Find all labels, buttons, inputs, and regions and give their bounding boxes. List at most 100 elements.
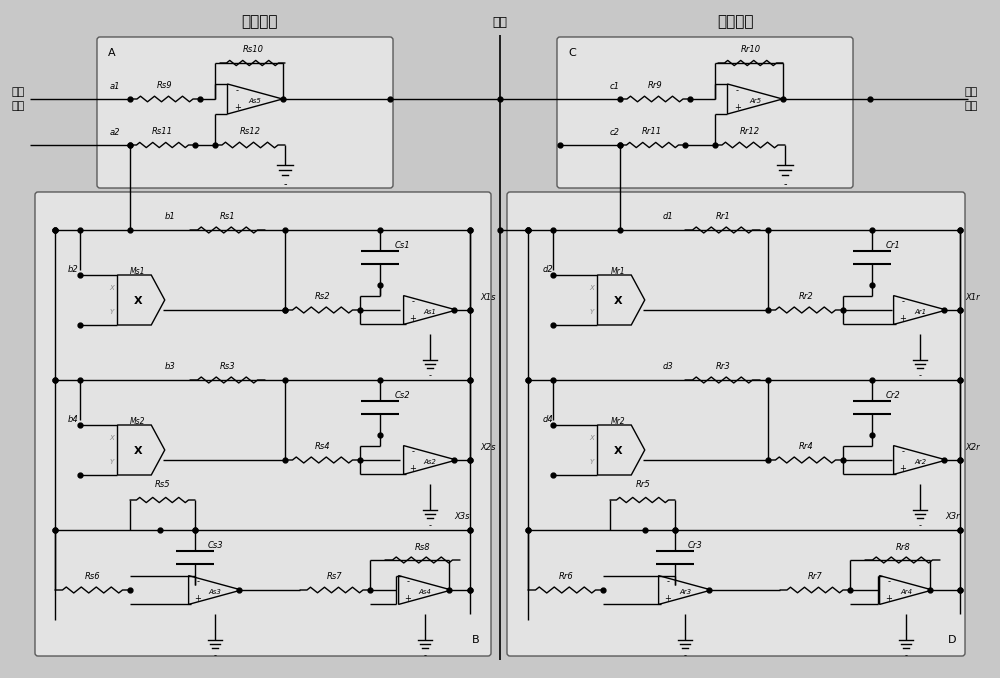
Text: -: - <box>901 298 904 306</box>
Text: -: - <box>901 447 904 456</box>
Text: -: - <box>684 651 686 660</box>
Text: As4: As4 <box>419 589 431 595</box>
Text: -: - <box>918 521 922 530</box>
Text: -: - <box>887 578 890 586</box>
Text: +: + <box>234 103 241 112</box>
Text: d2: d2 <box>543 265 554 274</box>
FancyBboxPatch shape <box>97 37 393 188</box>
Text: Rs12: Rs12 <box>240 127 260 136</box>
Text: Rs6: Rs6 <box>85 572 101 581</box>
Text: -: - <box>283 179 287 189</box>
Text: b4: b4 <box>68 415 79 424</box>
Text: +: + <box>409 464 416 473</box>
Text: b1: b1 <box>165 212 175 221</box>
Text: Cs3: Cs3 <box>208 541 224 550</box>
Text: B: B <box>472 635 480 645</box>
Text: X3r: X3r <box>945 512 960 521</box>
Text: -: - <box>411 298 414 306</box>
Text: -: - <box>736 86 739 95</box>
Text: Ar3: Ar3 <box>679 589 691 595</box>
Text: +: + <box>404 593 411 603</box>
Text: X: X <box>110 285 114 290</box>
Text: 发送: 发送 <box>11 87 25 97</box>
Text: +: + <box>899 464 906 473</box>
Text: X2s: X2s <box>480 443 496 452</box>
Text: C: C <box>568 48 576 58</box>
Text: Cr3: Cr3 <box>688 541 703 550</box>
Text: Rs10: Rs10 <box>242 45 264 54</box>
Text: 接收: 接收 <box>965 87 978 97</box>
Text: X: X <box>590 285 594 290</box>
Text: -: - <box>666 578 669 586</box>
Text: -: - <box>918 371 922 380</box>
Text: Rs3: Rs3 <box>220 362 236 371</box>
Text: Rr4: Rr4 <box>799 442 813 451</box>
Text: Ar4: Ar4 <box>900 589 912 595</box>
Text: 发送系统: 发送系统 <box>242 14 278 30</box>
Text: Rr1: Rr1 <box>716 212 730 221</box>
Text: +: + <box>194 593 201 603</box>
Text: -: - <box>196 578 199 586</box>
FancyBboxPatch shape <box>35 192 491 656</box>
Text: As3: As3 <box>209 589 221 595</box>
Text: Ar2: Ar2 <box>914 459 926 465</box>
Text: Mr1: Mr1 <box>610 266 625 276</box>
Text: Cs1: Cs1 <box>395 241 411 250</box>
Text: Rs1: Rs1 <box>220 212 236 221</box>
Text: Rs9: Rs9 <box>157 81 173 90</box>
Text: Y: Y <box>110 460 114 466</box>
Text: -: - <box>411 447 414 456</box>
Text: As1: As1 <box>424 309 436 315</box>
Text: -: - <box>214 651 216 660</box>
Text: X: X <box>613 296 622 306</box>
Text: +: + <box>664 593 671 603</box>
Text: b3: b3 <box>165 362 175 371</box>
Text: -: - <box>236 86 239 95</box>
Text: X: X <box>590 435 594 441</box>
Text: 接收系统: 接收系统 <box>717 14 753 30</box>
Text: X2r: X2r <box>965 443 980 452</box>
Text: d3: d3 <box>663 362 673 371</box>
Text: Ar5: Ar5 <box>749 98 761 104</box>
Text: -: - <box>424 651 426 660</box>
Text: Rs4: Rs4 <box>315 442 331 451</box>
Text: Rr12: Rr12 <box>740 127 760 136</box>
Text: Rs2: Rs2 <box>315 292 331 301</box>
Text: Ms2: Ms2 <box>130 417 146 426</box>
Text: Ar1: Ar1 <box>914 309 926 315</box>
Text: d4: d4 <box>543 415 554 424</box>
Text: X: X <box>110 435 114 441</box>
Text: -: - <box>783 179 787 189</box>
Text: Rr8: Rr8 <box>896 543 910 552</box>
Text: Y: Y <box>590 460 594 466</box>
Text: Rr5: Rr5 <box>636 480 650 489</box>
Text: As2: As2 <box>424 459 436 465</box>
Text: D: D <box>948 635 956 645</box>
Text: Rs8: Rs8 <box>415 543 431 552</box>
Text: Rr7: Rr7 <box>808 572 822 581</box>
Text: Cs2: Cs2 <box>395 391 411 400</box>
Text: Rr9: Rr9 <box>648 81 662 90</box>
Text: Rs11: Rs11 <box>152 127 173 136</box>
Text: Rs5: Rs5 <box>155 480 171 489</box>
Text: Rr10: Rr10 <box>741 45 761 54</box>
Text: -: - <box>428 371 432 380</box>
Text: a2: a2 <box>110 128 120 137</box>
Text: X: X <box>613 446 622 456</box>
Text: X: X <box>133 446 142 456</box>
Text: Cr1: Cr1 <box>886 241 901 250</box>
Text: Cr2: Cr2 <box>886 391 901 400</box>
Text: +: + <box>885 593 892 603</box>
Text: Rr11: Rr11 <box>642 127 662 136</box>
Text: c1: c1 <box>610 82 620 91</box>
Text: Ms1: Ms1 <box>130 266 146 276</box>
Text: +: + <box>409 313 416 323</box>
Text: 输出: 输出 <box>965 101 978 111</box>
Text: X3s: X3s <box>454 512 470 521</box>
Text: 输入: 输入 <box>11 101 25 111</box>
FancyBboxPatch shape <box>507 192 965 656</box>
Text: Rr2: Rr2 <box>799 292 813 301</box>
Text: -: - <box>904 651 908 660</box>
Text: A: A <box>108 48 116 58</box>
Text: 信道: 信道 <box>492 16 508 28</box>
